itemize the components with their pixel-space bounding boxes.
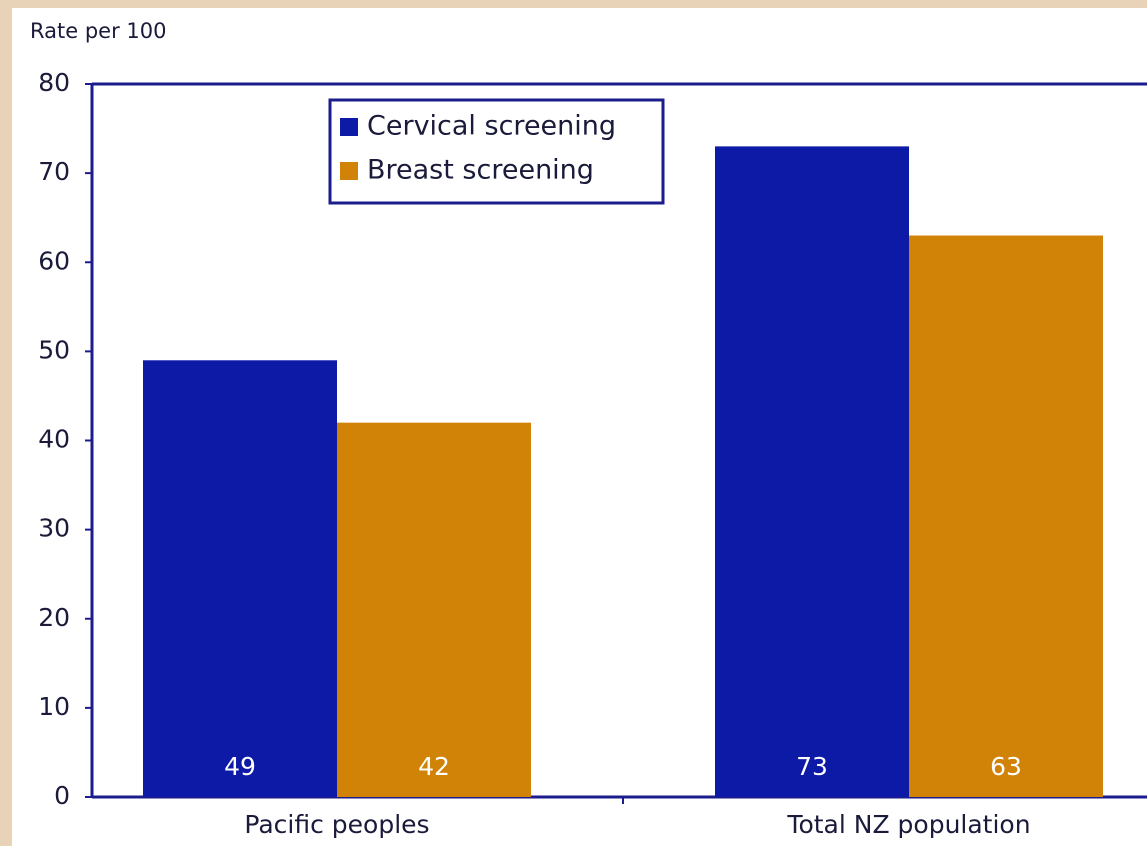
y-tick-label: 70 (38, 157, 70, 186)
x-tick-label: Total NZ population (786, 810, 1030, 839)
legend-swatch (340, 162, 358, 180)
legend-box (328, 98, 665, 205)
legend-label: Breast screening (367, 155, 594, 186)
bar (337, 422, 531, 797)
legend-swatch (340, 118, 358, 136)
data-label: 49 (224, 752, 256, 781)
y-tick-label: 30 (38, 514, 70, 543)
y-axis-label: Rate per 100 (30, 19, 166, 43)
y-tick-label: 60 (38, 246, 70, 275)
bar (909, 235, 1103, 797)
y-tick-label: 0 (54, 781, 70, 810)
bar (143, 360, 337, 797)
bar (715, 146, 909, 797)
data-label: 63 (990, 752, 1022, 781)
x-tick-label: Pacific peoples (244, 810, 429, 839)
y-tick-label: 20 (38, 603, 70, 632)
y-tick-label: 10 (38, 692, 70, 721)
y-tick-label: 40 (38, 425, 70, 454)
y-tick-label: 80 (38, 68, 70, 97)
y-tick-label: 50 (38, 335, 70, 364)
legend-label: Cervical screening (367, 111, 616, 142)
data-label: 73 (796, 752, 828, 781)
data-label: 42 (418, 752, 450, 781)
